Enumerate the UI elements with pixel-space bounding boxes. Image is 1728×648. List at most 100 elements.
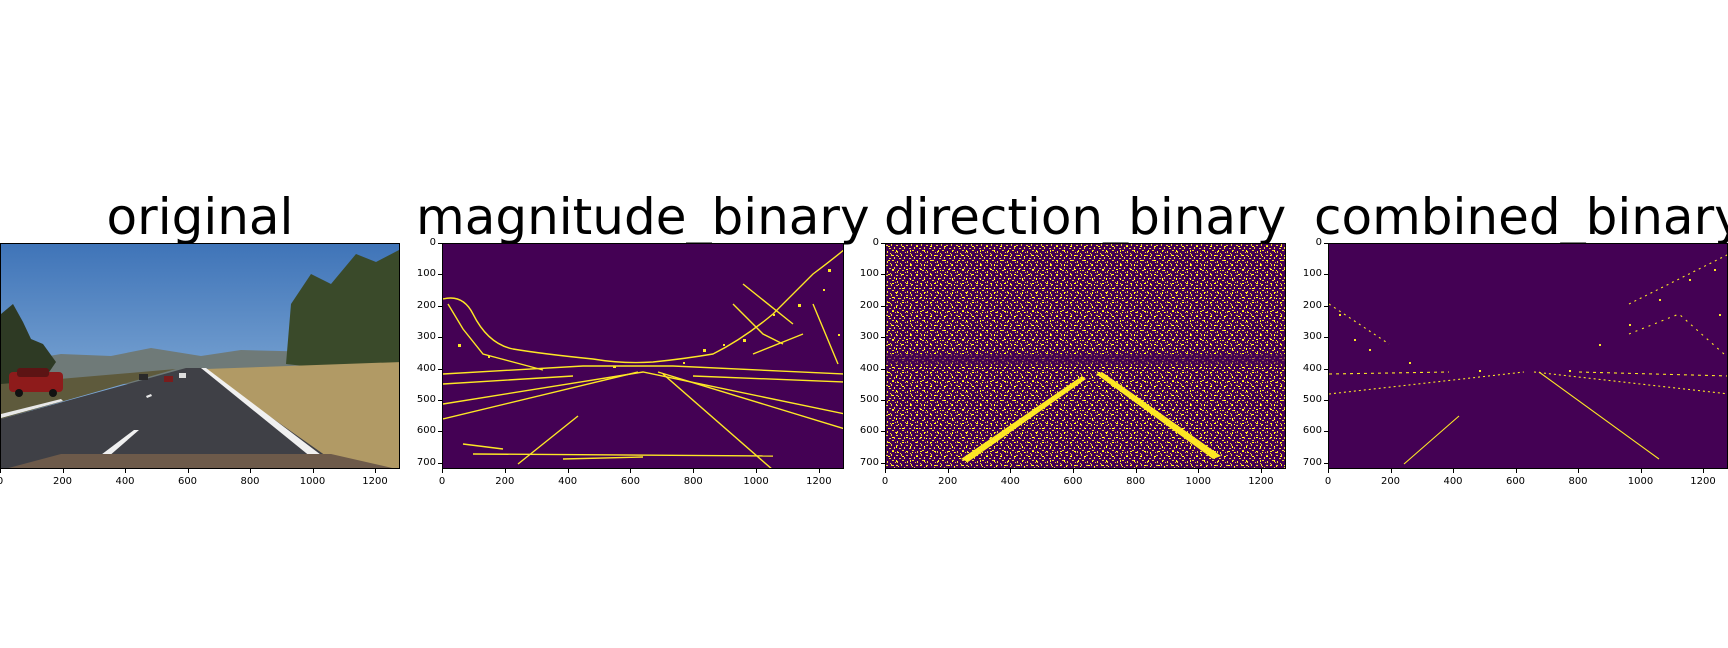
x-tick-label: 0 — [881, 476, 889, 487]
x-tick-mark — [1703, 469, 1704, 473]
y-tick-label: 700 — [859, 456, 879, 468]
y-tick-label: 0 — [429, 237, 436, 248]
y-tick-label: 100 — [1302, 268, 1322, 280]
x-tick-mark — [885, 469, 886, 473]
x-tick-label: 1000 — [743, 476, 769, 487]
y-tick-mark — [438, 462, 442, 464]
y-tick-mark — [1324, 431, 1328, 433]
x-tick-label: 200 — [495, 476, 515, 487]
x-tick-label: 800 — [240, 476, 260, 487]
x-tick-mark — [375, 469, 376, 473]
x-tick-label: 200 — [52, 476, 73, 487]
panel-title-combined-binary: combined_binary — [1314, 188, 1728, 246]
x-tick-label: 1200 — [806, 476, 832, 487]
y-tick-label: 300 — [859, 331, 879, 343]
x-tick-mark — [504, 469, 506, 473]
y-tick-mark — [438, 305, 442, 307]
y-tick-label: 300 — [1302, 331, 1322, 343]
x-tick-label: 1200 — [1248, 476, 1274, 487]
original-image — [0, 243, 400, 469]
y-tick-mark — [881, 368, 885, 370]
x-tick-label: 1200 — [1690, 476, 1716, 487]
x-tick-mark — [1072, 469, 1074, 473]
x-tick-mark — [0, 469, 1, 473]
y-tick-mark — [1324, 337, 1328, 339]
x-tick-mark — [1328, 469, 1329, 473]
direction-binary-image — [885, 243, 1286, 469]
panel-title-original: original — [106, 188, 294, 246]
y-tick-mark — [881, 462, 885, 464]
y-tick-mark — [438, 431, 442, 433]
y-tick-label: 200 — [859, 299, 879, 311]
x-tick-label: 600 — [620, 476, 640, 487]
x-tick-mark — [693, 469, 695, 473]
y-tick-mark — [881, 243, 885, 244]
y-tick-mark — [438, 337, 442, 339]
y-tick-label: 200 — [416, 299, 436, 311]
y-tick-mark — [438, 399, 442, 401]
x-tick-mark — [630, 469, 632, 473]
x-tick-label: 0 — [438, 476, 446, 487]
x-tick-label: 1200 — [362, 476, 388, 487]
x-tick-label: 400 — [1000, 476, 1020, 487]
x-tick-label: 800 — [1568, 476, 1588, 487]
y-tick-mark — [881, 431, 885, 433]
x-tick-mark — [1515, 469, 1517, 473]
x-tick-label: 800 — [1126, 476, 1146, 487]
panel-title-direction-binary: direction_binary — [884, 188, 1287, 246]
x-tick-mark — [1390, 469, 1392, 473]
x-tick-label: 0 — [1324, 476, 1332, 487]
y-tick-label: 100 — [416, 268, 436, 280]
y-tick-label: 700 — [1302, 456, 1322, 468]
y-tick-mark — [1324, 368, 1328, 370]
x-tick-label: 600 — [177, 476, 198, 487]
x-tick-label: 800 — [683, 476, 703, 487]
x-tick-mark — [1578, 469, 1579, 473]
x-tick-label: 600 — [1063, 476, 1083, 487]
x-tick-mark — [312, 469, 314, 473]
x-tick-mark — [1135, 469, 1137, 473]
x-tick-label: 1000 — [299, 476, 326, 487]
magnitude-binary-image — [442, 243, 844, 469]
y-tick-label: 400 — [416, 362, 436, 374]
y-tick-label: 500 — [1302, 393, 1322, 405]
x-tick-label: 600 — [1505, 476, 1526, 487]
y-tick-label: 400 — [1302, 362, 1322, 374]
y-tick-mark — [1324, 274, 1328, 276]
x-tick-label: 200 — [938, 476, 958, 487]
y-tick-label: 0 — [872, 237, 879, 248]
y-tick-mark — [881, 399, 885, 401]
y-tick-mark — [438, 274, 442, 276]
x-tick-mark — [250, 469, 251, 473]
y-tick-label: 0 — [1315, 237, 1322, 248]
x-tick-mark — [62, 469, 64, 473]
y-tick-mark — [1324, 305, 1328, 307]
x-tick-label: 400 — [1443, 476, 1463, 487]
y-tick-mark — [1324, 462, 1328, 464]
x-tick-label: 400 — [115, 476, 135, 487]
y-tick-label: 600 — [859, 425, 879, 437]
y-tick-mark — [881, 337, 885, 339]
x-tick-label: 0 — [0, 477, 3, 487]
x-tick-mark — [442, 469, 443, 473]
y-tick-label: 300 — [416, 331, 436, 343]
x-tick-label: 1000 — [1627, 476, 1654, 487]
x-tick-mark — [1260, 469, 1262, 473]
x-tick-mark — [125, 469, 126, 473]
y-tick-mark — [438, 243, 442, 244]
y-tick-label: 400 — [859, 362, 879, 374]
x-tick-mark — [947, 469, 949, 473]
panel-title-magnitude-binary: magnitude_binary — [416, 188, 870, 246]
x-tick-mark — [567, 469, 569, 473]
x-tick-mark — [756, 469, 758, 473]
y-tick-mark — [1324, 399, 1328, 401]
y-tick-label: 500 — [859, 393, 879, 405]
y-tick-label: 700 — [416, 456, 436, 468]
x-tick-mark — [1198, 469, 1200, 473]
x-tick-mark — [1453, 469, 1454, 473]
x-tick-mark — [1010, 469, 1012, 473]
combined-binary-image — [1328, 243, 1728, 469]
y-tick-label: 200 — [1302, 299, 1322, 311]
y-tick-mark — [881, 274, 885, 276]
x-tick-mark — [187, 469, 189, 473]
